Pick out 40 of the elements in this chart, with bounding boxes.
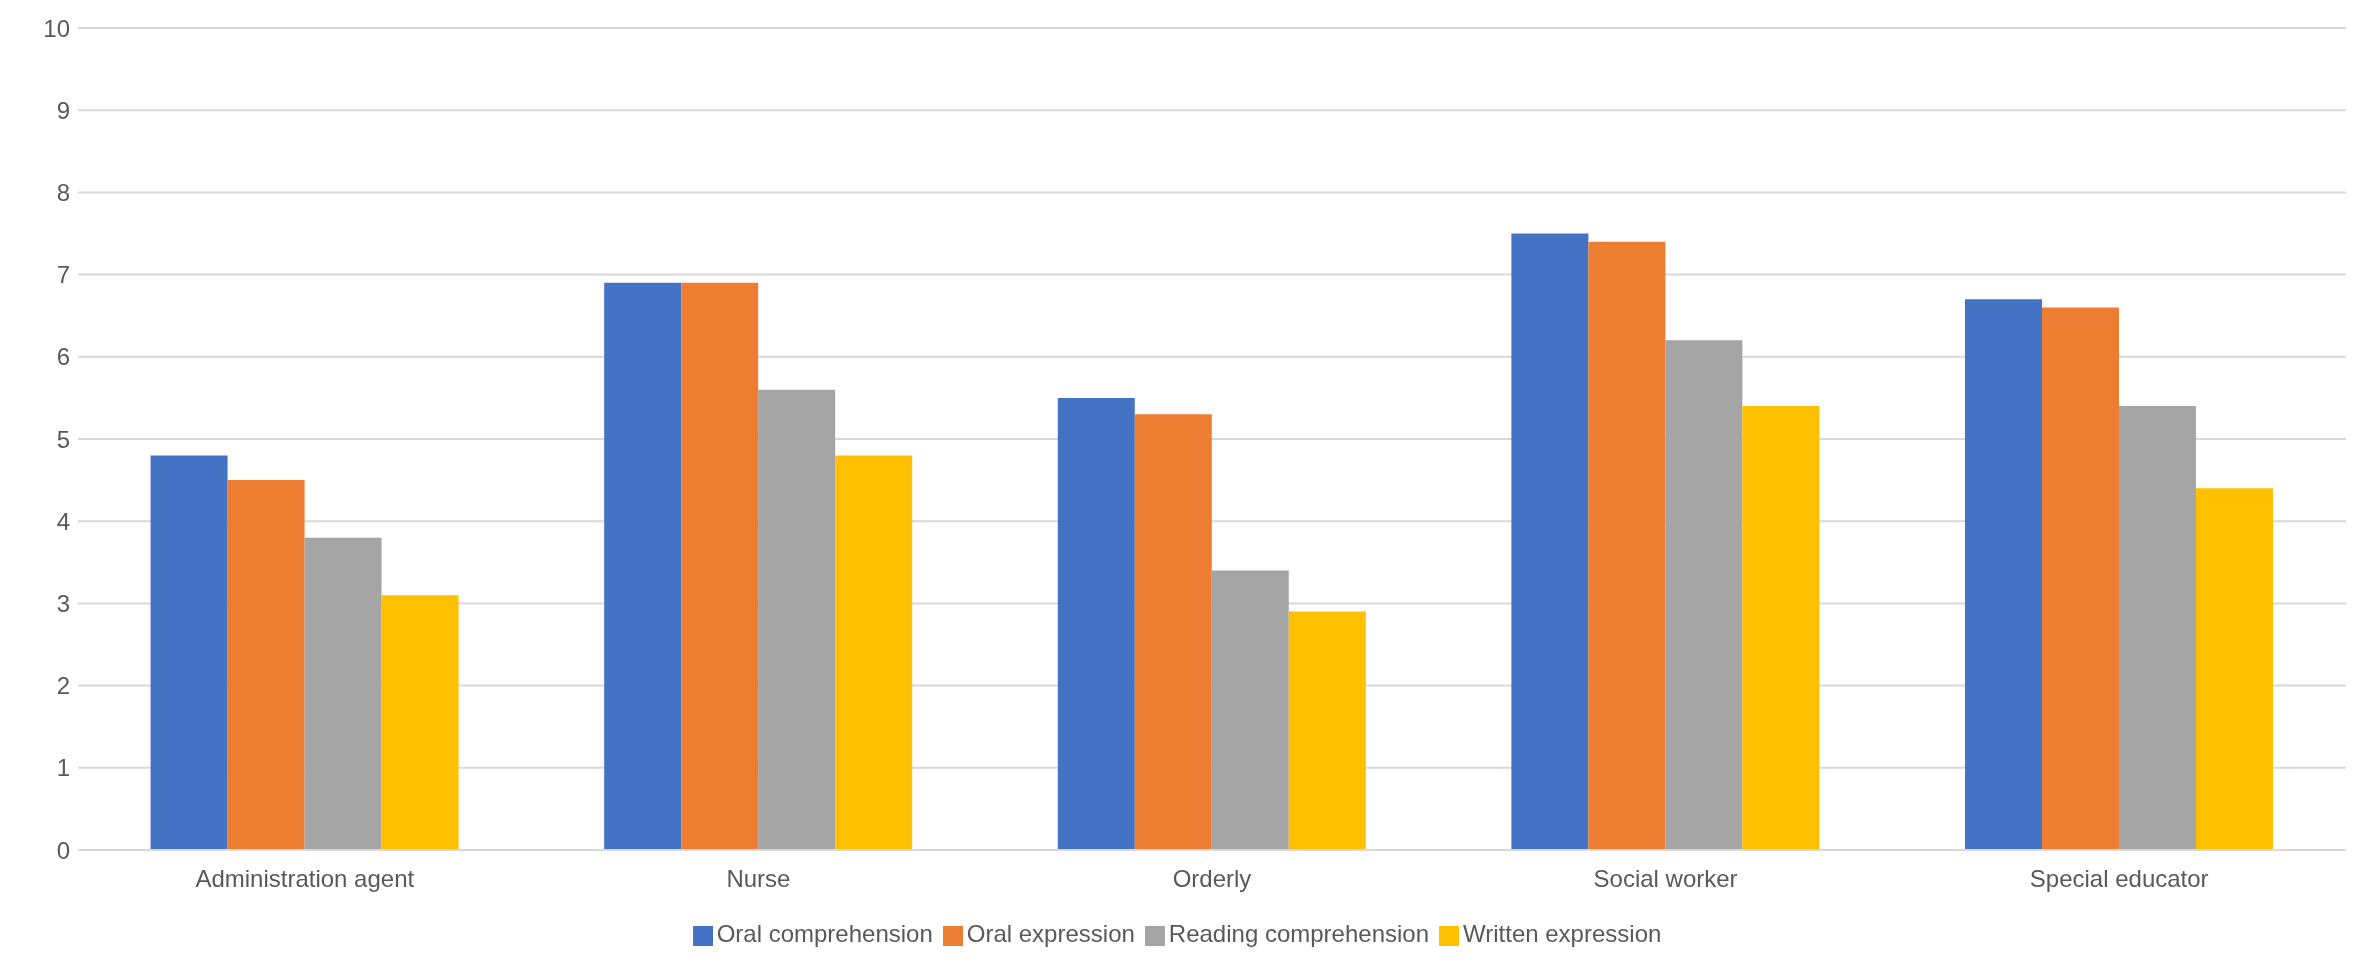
bar [1742,406,1820,850]
x-tick-label: Orderly [1172,865,1252,893]
x-tick-label: Special educator [2029,865,2209,893]
bar [2118,406,2196,850]
y-tick-label: 9 [56,96,70,124]
bar [2041,307,2119,850]
y-tick-label: 8 [56,178,70,206]
bar [681,282,759,850]
bar [1134,414,1212,850]
legend-label: Reading comprehension [1168,920,1430,947]
bar [835,455,913,850]
bar [1057,397,1135,850]
y-tick-label: 6 [56,343,70,371]
bar [1288,611,1366,850]
y-tick-label: 2 [56,672,70,700]
bar [1211,570,1289,850]
bar [604,282,682,850]
legend-label: Written expression [1463,920,1662,947]
y-tick-label: 7 [56,261,70,289]
bar [1665,340,1743,850]
y-tick-label: 10 [43,14,70,42]
bar [2195,488,2273,850]
x-tick-label: Nurse [726,865,791,893]
y-tick-label: 1 [56,754,70,782]
bar [1588,241,1666,850]
bar [150,455,228,850]
y-tick-label: 3 [56,589,70,617]
bar [1511,233,1589,850]
y-tick-label: 4 [56,507,70,535]
legend-label: Oral comprehension [716,920,933,947]
y-tick-label: 5 [56,425,70,453]
legend-label: Oral expression [966,920,1135,947]
bar [381,595,459,850]
y-tick-label: 0 [56,836,70,864]
bar [1964,299,2042,850]
bar [227,480,305,850]
x-tick-label: Social worker [1593,865,1738,893]
x-tick-label: Administration agent [195,865,415,893]
bar [304,537,382,850]
bar [758,389,836,850]
